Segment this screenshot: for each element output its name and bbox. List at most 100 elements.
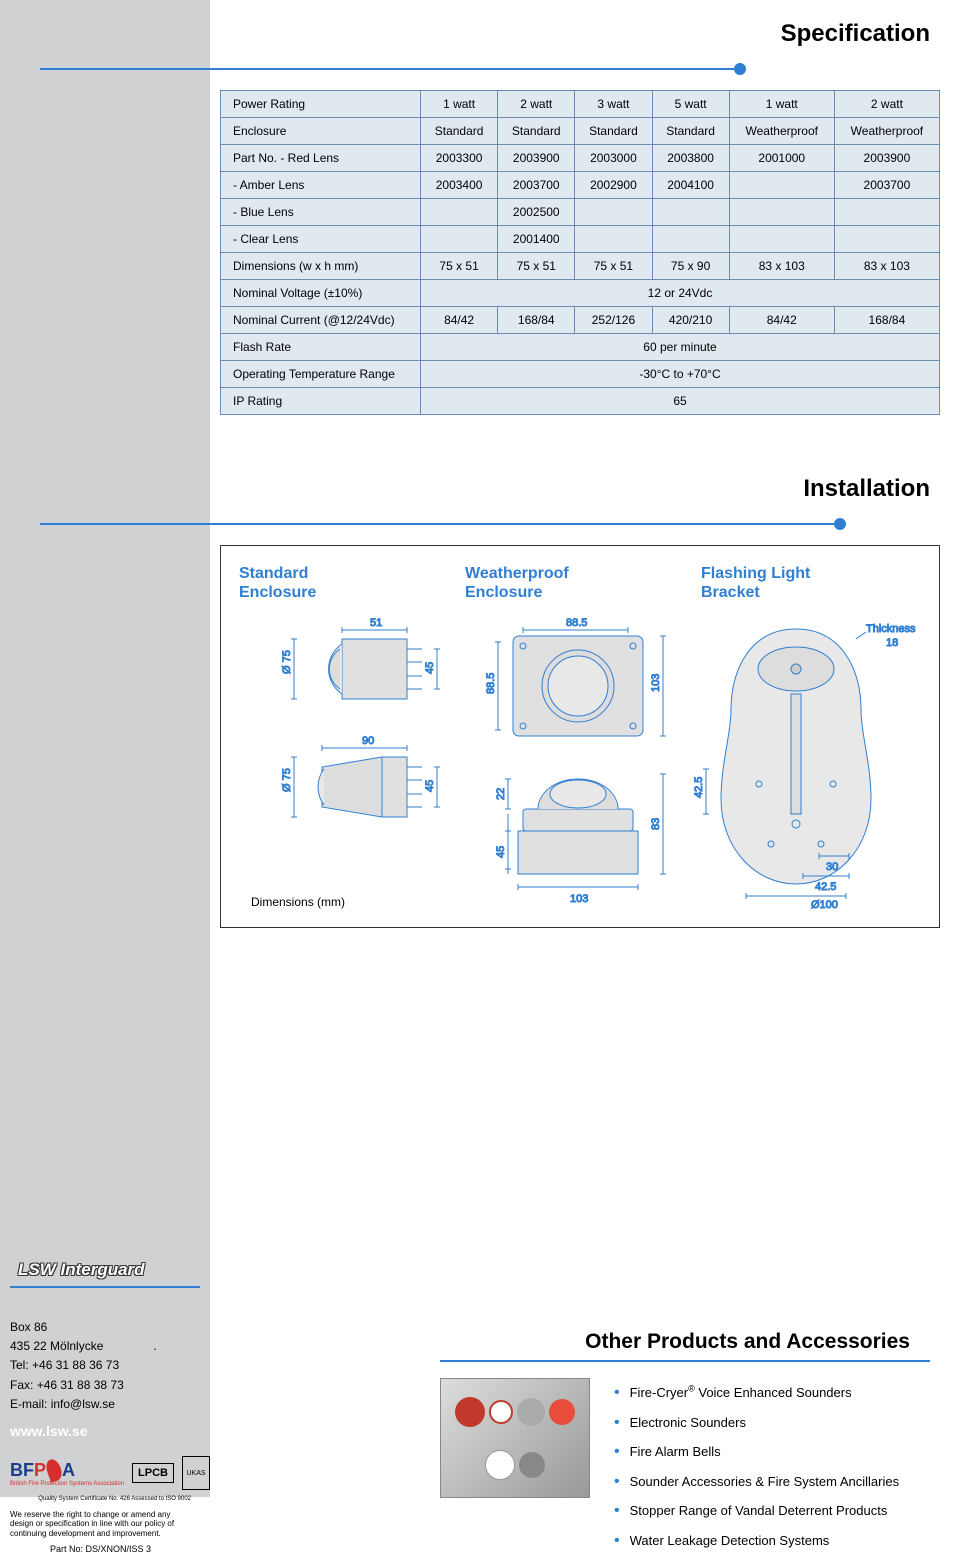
address-line2: 435 22 Mölnlycke: [10, 1339, 103, 1353]
table-cell: [652, 199, 729, 226]
website: www.lsw.se: [10, 1420, 960, 1442]
row-label: Enclosure: [221, 118, 421, 145]
table-cell: [652, 226, 729, 253]
table-cell: 2002900: [575, 172, 652, 199]
table-row: EnclosureStandardStandardStandardStandar…: [221, 118, 940, 145]
install-col-bracket: Flashing Light Bracket: [701, 564, 921, 602]
table-row: - Amber Lens2003400200370020029002004100…: [221, 172, 940, 199]
table-cell: 2 watt: [834, 91, 939, 118]
table-cell: 2003300: [421, 145, 498, 172]
row-label: IP Rating: [221, 388, 421, 415]
svg-text:30: 30: [826, 861, 838, 873]
table-cell: [575, 226, 652, 253]
install-col-standard: Standard Enclosure: [239, 564, 439, 602]
svg-text:18: 18: [886, 637, 898, 649]
table-cell: [575, 199, 652, 226]
table-cell: 2001000: [729, 145, 834, 172]
diagram-weatherproof-enclosure: 88.5 88.5 103: [465, 614, 691, 917]
table-cell: Weatherproof: [834, 118, 939, 145]
svg-text:Thickness: Thickness: [866, 623, 916, 635]
svg-text:Ø 75: Ø 75: [281, 769, 293, 793]
table-cell: 2003700: [834, 172, 939, 199]
address-line1: Box 86: [10, 1318, 960, 1337]
email-value: info@lsw.se: [51, 1397, 115, 1411]
table-cell: 75 x 51: [421, 253, 498, 280]
table-cell: 2003900: [498, 145, 575, 172]
install-col-weatherproof: Weatherproof Enclosure: [465, 564, 675, 602]
table-cell: 75 x 51: [498, 253, 575, 280]
table-cell: -30°C to +70°C: [421, 361, 940, 388]
row-label: Nominal Current (@12/24Vdc): [221, 307, 421, 334]
table-cell: 168/84: [498, 307, 575, 334]
table-cell: 2002500: [498, 199, 575, 226]
table-cell: 65: [421, 388, 940, 415]
table-row: Power Rating1 watt2 watt3 watt5 watt1 wa…: [221, 91, 940, 118]
table-cell: Standard: [652, 118, 729, 145]
table-row: - Blue Lens 2002500: [221, 199, 940, 226]
svg-text:51: 51: [370, 617, 382, 629]
part-number: Part No: DS/XNON/ISS 3: [0, 1538, 200, 1555]
row-label: Operating Temperature Range: [221, 361, 421, 388]
row-label: - Blue Lens: [221, 199, 421, 226]
table-cell: 420/210: [652, 307, 729, 334]
svg-text:88.5: 88.5: [485, 673, 497, 694]
installation-rule: [40, 523, 840, 525]
specification-rule: [40, 68, 740, 70]
table-cell: 75 x 90: [652, 253, 729, 280]
table-cell: 3 watt: [575, 91, 652, 118]
table-row: Nominal Voltage (±10%)12 or 24Vdc: [221, 280, 940, 307]
row-label: - Amber Lens: [221, 172, 421, 199]
table-row: Dimensions (w x h mm)75 x 5175 x 5175 x …: [221, 253, 940, 280]
table-cell: Standard: [498, 118, 575, 145]
dimensions-note: Dimensions (mm): [239, 887, 465, 909]
row-label: Power Rating: [221, 91, 421, 118]
table-row: Nominal Current (@12/24Vdc)84/42168/8425…: [221, 307, 940, 334]
table-cell: 168/84: [834, 307, 939, 334]
table-cell: 1 watt: [421, 91, 498, 118]
table-cell: 2004100: [652, 172, 729, 199]
table-cell: 252/126: [575, 307, 652, 334]
tel-label: Tel:: [10, 1358, 29, 1372]
row-label: Dimensions (w x h mm): [221, 253, 421, 280]
svg-text:Ø100: Ø100: [811, 899, 838, 911]
company-name: LSW Interguard: [0, 1260, 960, 1280]
table-cell: 2003000: [575, 145, 652, 172]
svg-text:90: 90: [362, 735, 374, 747]
table-cell: 60 per minute: [421, 334, 940, 361]
bfpsa-logo: BFPA British Fire Protection Systems Ass…: [10, 1459, 124, 1487]
table-cell: 2 watt: [498, 91, 575, 118]
logo-row: BFPA British Fire Protection Systems Ass…: [0, 1456, 960, 1490]
diagram-standard-enclosure: 51 Ø 75: [239, 614, 465, 909]
table-cell: [729, 226, 834, 253]
table-cell: Standard: [421, 118, 498, 145]
svg-text:103: 103: [570, 893, 588, 905]
specification-heading: Specification: [210, 20, 960, 48]
row-label: Nominal Voltage (±10%): [221, 280, 421, 307]
table-cell: 2001400: [498, 226, 575, 253]
table-row: Flash Rate60 per minute: [221, 334, 940, 361]
svg-text:Ø 75: Ø 75: [281, 651, 293, 675]
table-row: - Clear Lens2001400: [221, 226, 940, 253]
installation-heading: Installation: [210, 475, 960, 503]
svg-text:88.5: 88.5: [566, 617, 587, 629]
table-cell: 84/42: [729, 307, 834, 334]
diagram-bracket: Thickness 18: [691, 614, 921, 917]
table-cell: 83 x 103: [729, 253, 834, 280]
svg-text:45: 45: [424, 780, 436, 792]
table-cell: 1 watt: [729, 91, 834, 118]
tel-value: +46 31 88 36 73: [32, 1358, 119, 1372]
table-cell: [729, 199, 834, 226]
table-cell: 2003900: [834, 145, 939, 172]
ukas-logo: UKAS: [182, 1456, 210, 1490]
svg-text:22: 22: [495, 788, 507, 800]
fax-value: +46 31 88 38 73: [37, 1378, 124, 1392]
row-label: Flash Rate: [221, 334, 421, 361]
table-cell: [834, 199, 939, 226]
svg-text:103: 103: [650, 674, 662, 692]
table-cell: [834, 226, 939, 253]
disclaimer-text: We reserve the right to change or amend …: [0, 1504, 200, 1539]
table-cell: 83 x 103: [834, 253, 939, 280]
table-cell: Weatherproof: [729, 118, 834, 145]
product-list-item: Water Leakage Detection Systems: [614, 1526, 899, 1556]
table-cell: [729, 172, 834, 199]
